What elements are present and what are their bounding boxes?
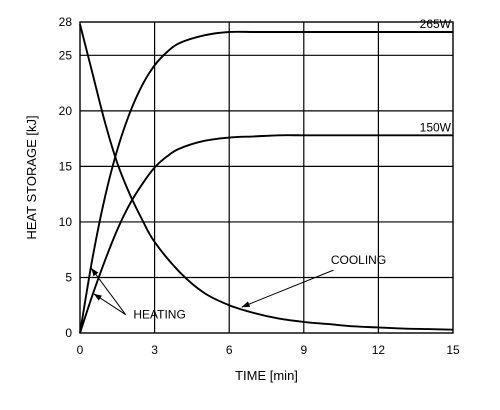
y-axis-title: HEAT STORAGE [kJ] bbox=[24, 115, 39, 239]
label-cooling: COOLING bbox=[331, 253, 386, 267]
y-tick-label-4: 20 bbox=[59, 104, 73, 118]
label-heating: HEATING bbox=[133, 308, 185, 322]
label-265w: 265W bbox=[420, 17, 452, 31]
series-line-150w bbox=[79, 134, 453, 334]
heating-150w-arrowhead bbox=[93, 293, 103, 301]
x-tick-label-0: 0 bbox=[77, 343, 84, 357]
series-layer bbox=[79, 23, 454, 334]
tick-labels: 0 3 6 9 12 15 0 5 10 15 20 25 28 bbox=[59, 15, 460, 357]
x-tick-label-2: 6 bbox=[226, 343, 233, 357]
grid-layer bbox=[80, 22, 453, 333]
y-tick-label-6: 28 bbox=[59, 15, 73, 29]
heating-265w-leader bbox=[90, 267, 126, 315]
y-tick-label-1: 5 bbox=[65, 270, 72, 284]
y-tick-label-0: 0 bbox=[65, 326, 72, 340]
label-150w: 150W bbox=[420, 120, 452, 134]
series-line-cooling bbox=[79, 23, 454, 331]
plot-frame bbox=[79, 21, 454, 334]
x-tick-label-4: 12 bbox=[372, 343, 386, 357]
cooling-arrowhead bbox=[241, 301, 251, 308]
x-tick-label-5: 15 bbox=[446, 343, 460, 357]
x-tick-label-1: 3 bbox=[151, 343, 158, 357]
x-tick-label-3: 9 bbox=[300, 343, 307, 357]
y-tick-label-3: 15 bbox=[59, 159, 73, 173]
series-line-265w bbox=[79, 30, 453, 334]
heating-265w-arrowhead bbox=[91, 268, 99, 277]
y-tick-label-2: 10 bbox=[59, 215, 73, 229]
x-axis-title: TIME [min] bbox=[235, 368, 298, 383]
annotation-layer: 265W 150W COOLING HEATING bbox=[90, 17, 452, 322]
cooling-leader bbox=[241, 269, 334, 308]
y-tick-label-5: 25 bbox=[59, 48, 73, 62]
